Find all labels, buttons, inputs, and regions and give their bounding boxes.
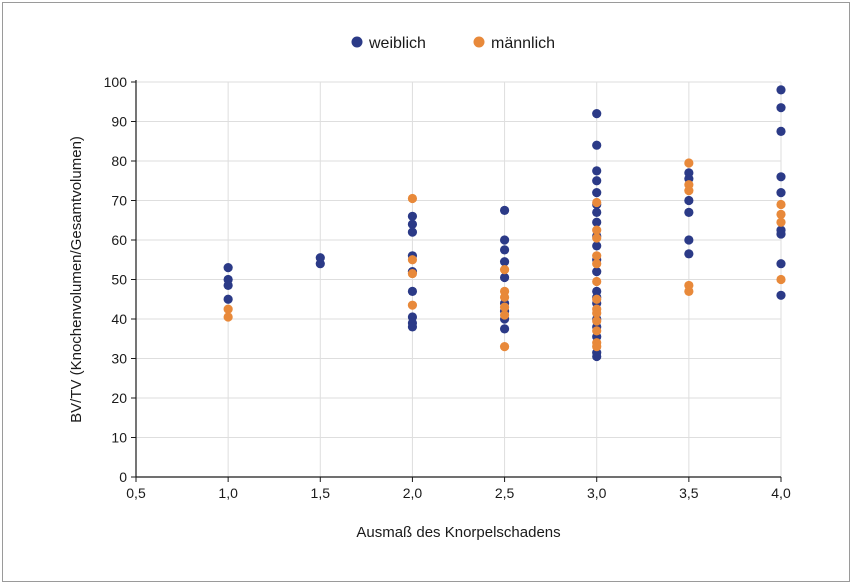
data-point-weiblich	[315, 259, 325, 269]
y-tick-label: 80	[111, 153, 127, 169]
x-tick-label: 3,0	[587, 485, 607, 501]
data-point-maennlich	[776, 217, 786, 227]
data-point-weiblich	[407, 322, 418, 332]
data-points	[223, 85, 786, 362]
data-point-maennlich	[499, 265, 510, 275]
y-tick-label: 70	[111, 193, 127, 209]
data-point-maennlich	[499, 310, 510, 320]
data-point-maennlich	[223, 312, 233, 322]
data-point-weiblich	[499, 272, 510, 283]
data-point-maennlich	[592, 251, 602, 261]
data-point-maennlich	[592, 225, 602, 235]
y-tick-label: 60	[111, 232, 127, 248]
x-tick-label: 2,0	[403, 485, 423, 501]
data-point-weiblich	[592, 140, 602, 150]
data-point-weiblich	[499, 205, 510, 215]
data-point-maennlich	[592, 197, 602, 208]
data-point-maennlich	[592, 276, 602, 287]
data-point-maennlich	[592, 342, 602, 352]
data-point-weiblich	[776, 126, 786, 136]
data-point-weiblich	[684, 249, 694, 259]
y-tick-label: 90	[111, 114, 127, 130]
data-point-weiblich	[776, 290, 786, 300]
data-point-weiblich	[499, 257, 510, 267]
y-tick-label: 0	[119, 469, 127, 485]
data-point-maennlich	[776, 199, 786, 210]
data-point-weiblich	[499, 235, 510, 245]
data-point-maennlich	[684, 158, 694, 168]
data-point-maennlich	[684, 186, 694, 196]
data-point-weiblich	[499, 324, 510, 334]
data-point-weiblich	[592, 351, 602, 362]
x-tick-label: 2,5	[495, 485, 515, 501]
data-point-maennlich	[407, 268, 418, 279]
data-point-maennlich	[499, 302, 510, 312]
data-point-weiblich	[776, 229, 786, 239]
data-point-weiblich	[592, 166, 602, 176]
y-axis-title: BV/TV (Knochenvolumen/Gesamtvolumen)	[68, 136, 85, 423]
data-point-weiblich	[592, 241, 602, 251]
data-point-weiblich	[407, 286, 418, 296]
data-point-weiblich	[223, 280, 233, 291]
x-tick-label: 1,5	[311, 485, 331, 501]
data-point-weiblich	[592, 217, 602, 227]
data-point-weiblich	[776, 172, 786, 182]
tick-labels: 0,5 1,0 1,5 2,0 2,5 3,0 3,5 4,0 0 10 20 30 40 50 60 70 8…	[104, 74, 791, 501]
data-point-maennlich	[592, 316, 602, 326]
data-point-maennlich	[776, 274, 786, 285]
data-point-weiblich	[592, 109, 602, 119]
data-point-weiblich	[592, 267, 602, 277]
data-point-maennlich	[407, 300, 418, 310]
grid-lines	[136, 81, 782, 477]
x-axis-title: Ausmaß des Knorpelschadens	[356, 524, 560, 541]
data-point-weiblich	[223, 263, 233, 273]
data-point-maennlich	[592, 259, 602, 269]
data-point-weiblich	[684, 235, 694, 245]
legend: weiblich männlich	[351, 35, 555, 52]
axes	[131, 80, 782, 482]
y-tick-label: 30	[111, 351, 127, 367]
data-point-maennlich	[223, 304, 233, 314]
data-point-weiblich	[776, 259, 786, 269]
data-point-weiblich	[592, 207, 602, 217]
y-tick-label: 50	[111, 272, 127, 288]
scatter-chart: 0,5 1,0 1,5 2,0 2,5 3,0 3,5 4,0 0 10 20 30 40 50 60 70 8…	[68, 35, 791, 541]
data-point-maennlich	[592, 294, 602, 304]
data-point-maennlich	[407, 193, 418, 204]
data-point-maennlich	[592, 326, 602, 336]
data-point-maennlich	[684, 286, 694, 296]
data-point-weiblich	[407, 211, 418, 221]
y-tick-label: 40	[111, 311, 127, 327]
x-tick-label: 3,5	[679, 485, 699, 501]
data-point-maennlich	[592, 233, 602, 243]
legend-label-maennlich: männlich	[491, 35, 555, 52]
legend-marker-weiblich	[351, 36, 363, 48]
legend-label-weiblich: weiblich	[368, 35, 426, 52]
data-point-weiblich	[776, 188, 786, 198]
data-point-weiblich	[499, 245, 510, 255]
y-tick-label: 20	[111, 390, 127, 406]
y-tick-label: 100	[104, 74, 128, 90]
data-point-maennlich	[592, 308, 602, 318]
data-point-weiblich	[776, 103, 786, 113]
data-point-maennlich	[776, 209, 786, 219]
y-tick-label: 10	[111, 430, 127, 446]
data-point-maennlich	[407, 255, 418, 265]
data-point-weiblich	[776, 85, 786, 95]
data-point-weiblich	[407, 219, 418, 229]
data-point-weiblich	[592, 176, 602, 186]
x-tick-label: 0,5	[126, 485, 146, 501]
data-point-weiblich	[684, 207, 694, 217]
data-point-maennlich	[499, 292, 510, 302]
data-point-weiblich	[684, 195, 694, 206]
legend-marker-maennlich	[473, 36, 485, 48]
x-tick-label: 4,0	[771, 485, 791, 501]
data-point-weiblich	[592, 188, 602, 198]
data-point-maennlich	[499, 342, 510, 352]
data-point-weiblich	[223, 294, 233, 304]
x-tick-label: 1,0	[218, 485, 238, 501]
data-point-weiblich	[407, 227, 418, 237]
